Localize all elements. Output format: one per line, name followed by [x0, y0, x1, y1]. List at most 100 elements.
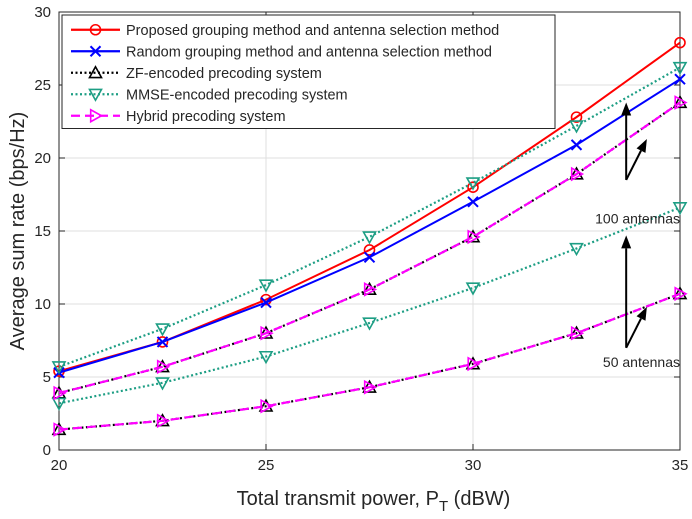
legend-label: ZF-encoded precoding system [126, 66, 322, 82]
annotation-arrow [621, 102, 632, 180]
arrow-head [636, 306, 647, 321]
marker-circle [363, 244, 376, 256]
legend-label: Proposed grouping method and antenna sel… [126, 23, 499, 39]
arrow-head [636, 139, 647, 153]
legend-item: Random grouping method and antenna selec… [71, 44, 492, 60]
marker-x [674, 73, 686, 85]
marker-triangle-down [465, 282, 481, 296]
y-tick-label: 15 [34, 223, 51, 240]
marker-triangle-right [156, 359, 171, 375]
marker-triangle-right [674, 286, 688, 302]
legend-item: Proposed grouping method and antenna sel… [71, 23, 499, 39]
marker-x [89, 45, 102, 57]
y-tick-label: 0 [43, 442, 51, 459]
legend-item: Hybrid precoding system [71, 108, 286, 125]
arrow-shaft [625, 150, 642, 181]
marker-x [467, 196, 479, 208]
y-tick-label: 30 [34, 4, 51, 21]
y-tick-label: 25 [34, 77, 51, 94]
y-tick-label: 5 [43, 369, 51, 386]
marker-triangle-down [362, 231, 377, 245]
axis-ticks: 20 25 30 35 0 5 10 15 20 25 30 [34, 4, 688, 474]
marker-circle [674, 36, 686, 49]
legend-label: MMSE-encoded precoding system [126, 87, 348, 103]
series-layer [51, 36, 688, 437]
marker-triangle-down [362, 317, 377, 331]
annotations: 100 antennas 50 antennas [595, 211, 680, 370]
legend-label: Random grouping method and antenna selec… [126, 44, 492, 60]
legend: Proposed grouping method and antenna sel… [61, 14, 556, 129]
marker-triangle-right [53, 385, 67, 401]
x-axis-label-subscript: T [439, 498, 448, 515]
annotation-label: 50 antennas [603, 354, 680, 370]
series-mmse-encoded-precoding-system-50-antennas- [51, 202, 688, 411]
marker-x [570, 139, 583, 151]
marker-triangle-down [88, 88, 103, 102]
marker-circle [89, 23, 102, 36]
marker-triangle-right [53, 422, 67, 437]
marker-triangle-down [258, 350, 274, 365]
marker-triangle-up [465, 229, 481, 243]
marker-triangle-down [569, 242, 584, 257]
marker-triangle-right [363, 282, 378, 297]
marker-x [260, 296, 272, 309]
marker-triangle-right [363, 379, 378, 395]
marker-triangle-right [89, 108, 104, 124]
x-axis-label: Total transmit power, PT (dBW) [237, 488, 511, 515]
marker-triangle-up [569, 325, 584, 339]
marker-triangle-up [672, 94, 688, 109]
x-axis-label-unit: (dBW) [448, 488, 510, 510]
x-tick-label: 30 [465, 457, 482, 474]
marker-triangle-right [467, 356, 481, 372]
annotation-arrow [625, 139, 647, 181]
marker-triangle-down [51, 361, 67, 375]
marker-triangle-up [672, 286, 688, 300]
legend-item: ZF-encoded precoding system [71, 65, 322, 82]
legend-box [61, 14, 556, 129]
marker-triangle-right [260, 325, 274, 341]
marker-triangle-down [51, 397, 67, 411]
marker-circle [570, 111, 583, 123]
marker-triangle-down [569, 120, 584, 134]
series-line [58, 66, 681, 368]
y-tick-label: 10 [34, 296, 51, 313]
series-line [58, 206, 681, 405]
marker-triangle-down [672, 202, 688, 216]
y-tick-label: 20 [34, 150, 51, 167]
series-mmse-encoded-precoding-system [51, 61, 688, 375]
marker-x [156, 336, 169, 348]
marker-circle [156, 336, 169, 348]
series-line [58, 292, 681, 431]
marker-triangle-down [155, 377, 170, 391]
marker-x [363, 251, 376, 263]
marker-circle [467, 181, 479, 193]
marker-triangle-down [258, 279, 274, 293]
arrow-head [621, 102, 632, 116]
annotation-arrows [621, 102, 647, 349]
marker-triangle-down [672, 61, 688, 76]
series-line [58, 101, 681, 395]
marker-triangle-down [155, 323, 170, 337]
legend-item: MMSE-encoded precoding system [71, 87, 348, 103]
marker-triangle-up [569, 166, 584, 180]
series-hybrid-precoding-system-50-antennas- [53, 286, 688, 437]
legend-label: Hybrid precoding system [126, 109, 286, 125]
marker-triangle-right [570, 166, 585, 182]
marker-triangle-up [88, 65, 103, 79]
marker-triangle-right [260, 398, 274, 414]
marker-triangle-right [674, 95, 688, 110]
arrow-shaft [625, 318, 642, 349]
annotation-arrow [625, 306, 647, 349]
x-tick-label: 20 [51, 457, 68, 474]
marker-triangle-right [570, 325, 585, 341]
marker-triangle-right [467, 229, 481, 245]
x-tick-label: 25 [258, 457, 275, 474]
marker-triangle-down [465, 177, 481, 191]
arrow-head [621, 235, 632, 249]
series-hybrid-precoding-system [53, 95, 688, 401]
marker-triangle-right [156, 413, 171, 429]
x-tick-label: 35 [672, 457, 689, 474]
annotation-arrow [621, 235, 632, 348]
y-axis-label: Average sum rate (bps/Hz) [7, 112, 29, 351]
